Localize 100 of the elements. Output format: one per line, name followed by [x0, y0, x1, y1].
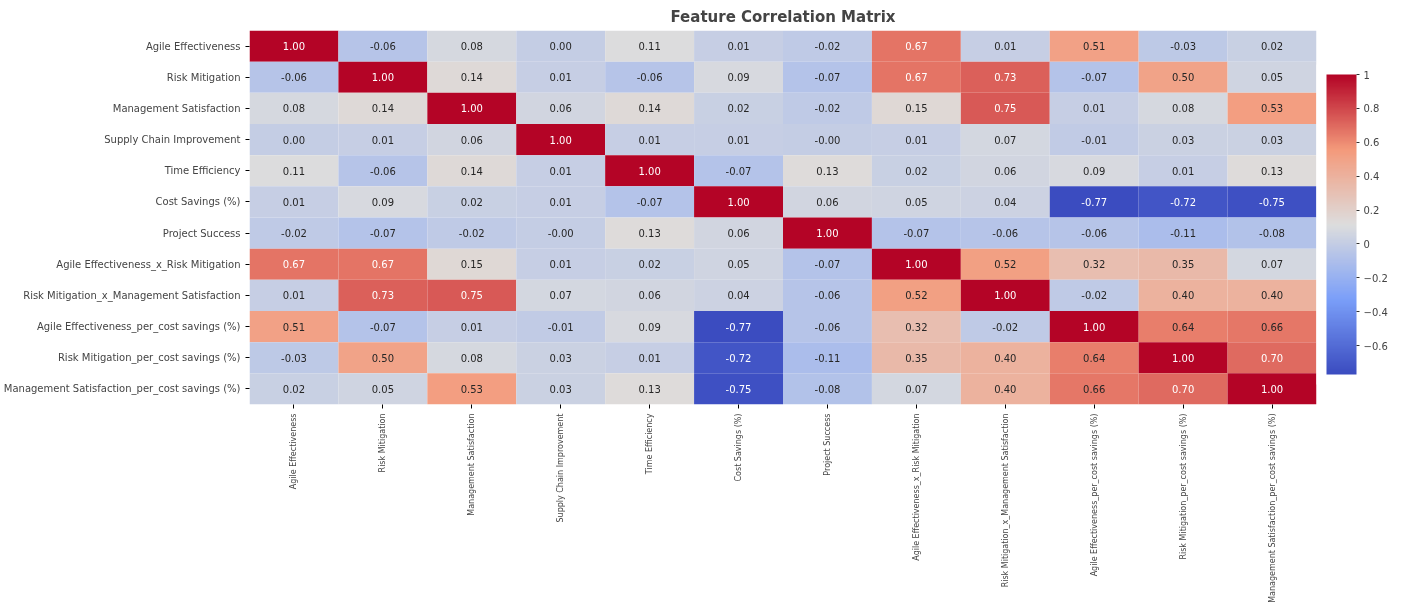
data-label: 0.08: [282, 103, 306, 115]
data-label: 0.32: [1083, 259, 1106, 271]
data-label: -0.02: [1081, 290, 1108, 302]
data-label: 0.13: [638, 228, 661, 240]
data-label: 0.52: [905, 290, 928, 302]
data-label: -0.02: [281, 228, 307, 240]
data-label: 0.14: [371, 103, 395, 115]
data-label: -0.07: [369, 321, 396, 333]
data-label: -0.72: [725, 352, 752, 364]
data-label: 1.00: [460, 103, 483, 115]
data-label: -0.06: [636, 72, 663, 84]
data-label: 0.01: [549, 196, 572, 208]
data-label: 0.05: [727, 259, 750, 271]
data-label: 0.05: [371, 383, 395, 395]
data-label: 0.51: [1083, 41, 1106, 53]
data-label: -0.07: [369, 228, 396, 240]
color-bar-label: −0.6: [1363, 340, 1388, 352]
data-label: -0.11: [814, 352, 841, 364]
data-label: 0.40: [994, 383, 1017, 395]
data-label: 1.00: [1260, 383, 1284, 395]
data-label: 0.07: [994, 134, 1017, 146]
y-tick-label: Risk Mitigation_per_cost savings (%): [57, 352, 241, 365]
data-label: 0.01: [994, 41, 1017, 53]
data-label: 0.02: [638, 259, 661, 271]
data-label: 0.04: [727, 290, 750, 302]
data-label: 1.00: [549, 134, 572, 146]
x-tick-label: Time Efficiency: [645, 413, 655, 476]
data-label: 0.11: [638, 41, 661, 53]
data-label: -0.06: [814, 290, 841, 302]
data-label: 1.00: [1083, 321, 1106, 333]
data-label: 0.73: [371, 290, 395, 302]
data-label: -0.06: [369, 41, 396, 53]
data-label: 0.53: [460, 383, 483, 395]
x-tick-label: Agile Effectiveness: [289, 413, 299, 490]
data-label: 0.64: [1083, 352, 1106, 364]
y-tick-label: Agile Effectiveness: [145, 40, 241, 52]
data-label: 1.00: [994, 290, 1017, 302]
data-label: 0.09: [638, 321, 661, 333]
data-label: 0.02: [282, 383, 306, 395]
x-tick-label: Agile Effectiveness_per_cost savings (%): [1089, 413, 1099, 577]
data-label: -0.11: [1170, 228, 1197, 240]
data-label: 0.07: [1260, 259, 1284, 271]
x-tick-label: Risk Mitigation_x_Management Satisfaction: [1000, 413, 1010, 588]
data-label: 0.04: [994, 196, 1017, 208]
data-label: 0.06: [549, 103, 572, 115]
data-label: 0.50: [1171, 72, 1195, 84]
data-label: 0.07: [905, 383, 928, 395]
data-label: 0.67: [905, 72, 928, 84]
data-label: -0.07: [1081, 72, 1108, 84]
data-label: -0.77: [725, 321, 752, 333]
data-label: 0.52: [994, 259, 1017, 271]
data-label: 0.01: [1083, 103, 1106, 115]
data-label: 0.66: [1083, 383, 1106, 395]
data-label: 0.14: [460, 165, 483, 177]
data-label: 0.75: [994, 103, 1017, 115]
data-label: 0.03: [549, 383, 572, 395]
data-label: 0.15: [460, 259, 483, 271]
data-label: -0.06: [1081, 228, 1108, 240]
data-label: 1.00: [1171, 352, 1195, 364]
data-label: 1.00: [905, 259, 928, 271]
y-tick-label: Project Success: [162, 227, 241, 239]
data-label: 0.01: [282, 196, 306, 208]
data-label: 0.01: [905, 134, 928, 146]
color-bar-label: 0.4: [1363, 171, 1380, 183]
data-label: 0.09: [1083, 165, 1106, 177]
data-label: 1.00: [816, 228, 839, 240]
data-label: -0.72: [1170, 196, 1197, 208]
data-label: 0.03: [1171, 134, 1195, 146]
data-label: 0.05: [1260, 72, 1284, 84]
data-label: 0.40: [1260, 290, 1284, 302]
data-label: 0.01: [638, 134, 661, 146]
x-tick-label: Risk Mitigation_per_cost savings (%): [1178, 413, 1188, 560]
x-tick-label: Supply Chain Improvement: [556, 413, 566, 523]
data-label: 0.01: [638, 352, 661, 364]
y-tick-label: Management Satisfaction_per_cost savings (%): [3, 383, 241, 396]
data-label: 1.00: [371, 72, 395, 84]
data-label: 0.73: [994, 72, 1017, 84]
data-label: 0.06: [816, 196, 839, 208]
data-label: 0.01: [727, 134, 750, 146]
data-label: 0.67: [282, 259, 306, 271]
data-label: 0.01: [549, 72, 572, 84]
data-label: 0.06: [727, 228, 750, 240]
data-label: 0.66: [1260, 321, 1284, 333]
data-label: -0.77: [1081, 196, 1108, 208]
data-label: 0.06: [460, 134, 483, 146]
data-label: -0.75: [1259, 196, 1285, 208]
data-label: 0.08: [460, 41, 483, 53]
data-label: 0.11: [282, 165, 306, 177]
data-label: 0.08: [460, 352, 483, 364]
data-label: 0.00: [549, 41, 572, 53]
data-label: 0.02: [460, 196, 483, 208]
x-tick-label: Management Satisfaction: [467, 413, 477, 516]
color-bar-label: 1: [1363, 69, 1370, 81]
data-label: 0.03: [549, 352, 572, 364]
data-label: 0.13: [816, 165, 839, 177]
data-label: -0.07: [725, 165, 752, 177]
y-tick-label: Risk Mitigation: [166, 71, 241, 83]
data-label: 0.07: [549, 290, 572, 302]
data-label: 0.01: [549, 165, 572, 177]
data-label: -0.02: [814, 41, 841, 53]
